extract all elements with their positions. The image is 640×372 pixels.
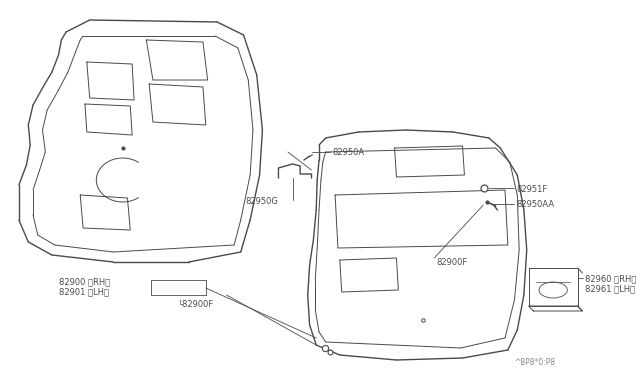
Text: 82901 〈LH〉: 82901 〈LH〉 [58, 287, 109, 296]
Ellipse shape [539, 282, 567, 298]
Text: 82900F: 82900F [436, 258, 467, 267]
Text: 82950G: 82950G [245, 197, 278, 206]
Text: 82900 〈RH〉: 82900 〈RH〉 [58, 277, 110, 286]
Text: 82961 〈LH〉: 82961 〈LH〉 [585, 284, 636, 293]
Text: └82900F: └82900F [177, 300, 214, 309]
Text: 82960 〈RH〉: 82960 〈RH〉 [585, 274, 637, 283]
Text: 82950A: 82950A [332, 148, 364, 157]
Text: 82950AA: 82950AA [516, 200, 554, 209]
Text: ^8P8*0:P8: ^8P8*0:P8 [515, 358, 556, 367]
Text: 82951F: 82951F [516, 185, 548, 194]
